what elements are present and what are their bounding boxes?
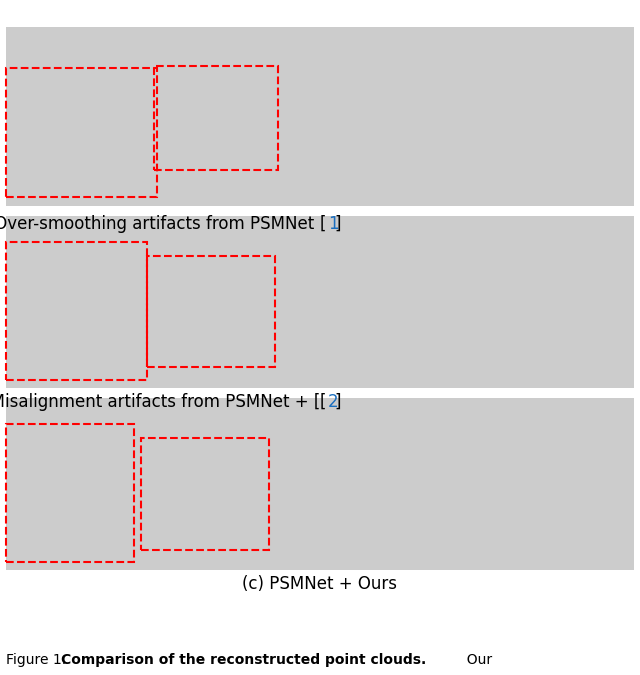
Text: (a) Over-smoothing artifacts from PSMNet: (a) Over-smoothing artifacts from PSMNet bbox=[0, 215, 320, 233]
Bar bbox=[154, 66, 278, 170]
Bar bbox=[6, 27, 634, 206]
Text: [: [ bbox=[320, 393, 326, 410]
Text: (b) Misalignment artifacts from PSMNet + [: (b) Misalignment artifacts from PSMNet +… bbox=[0, 393, 320, 410]
Text: ]: ] bbox=[334, 393, 340, 410]
Bar bbox=[141, 438, 269, 549]
Text: Figure 1.: Figure 1. bbox=[6, 653, 76, 667]
Bar bbox=[6, 216, 634, 388]
Text: 2: 2 bbox=[328, 393, 339, 410]
Text: 1: 1 bbox=[328, 215, 339, 233]
Bar bbox=[6, 398, 634, 570]
Bar bbox=[147, 256, 275, 367]
Bar bbox=[6, 68, 157, 197]
Bar bbox=[6, 242, 147, 379]
Text: Our: Our bbox=[458, 653, 492, 667]
Text: (c) PSMNet + Ours: (c) PSMNet + Ours bbox=[243, 575, 397, 593]
Text: Comparison of the reconstructed point clouds.: Comparison of the reconstructed point cl… bbox=[61, 653, 426, 667]
Bar bbox=[6, 424, 134, 562]
Text: [: [ bbox=[320, 215, 326, 233]
Text: ]: ] bbox=[334, 215, 340, 233]
